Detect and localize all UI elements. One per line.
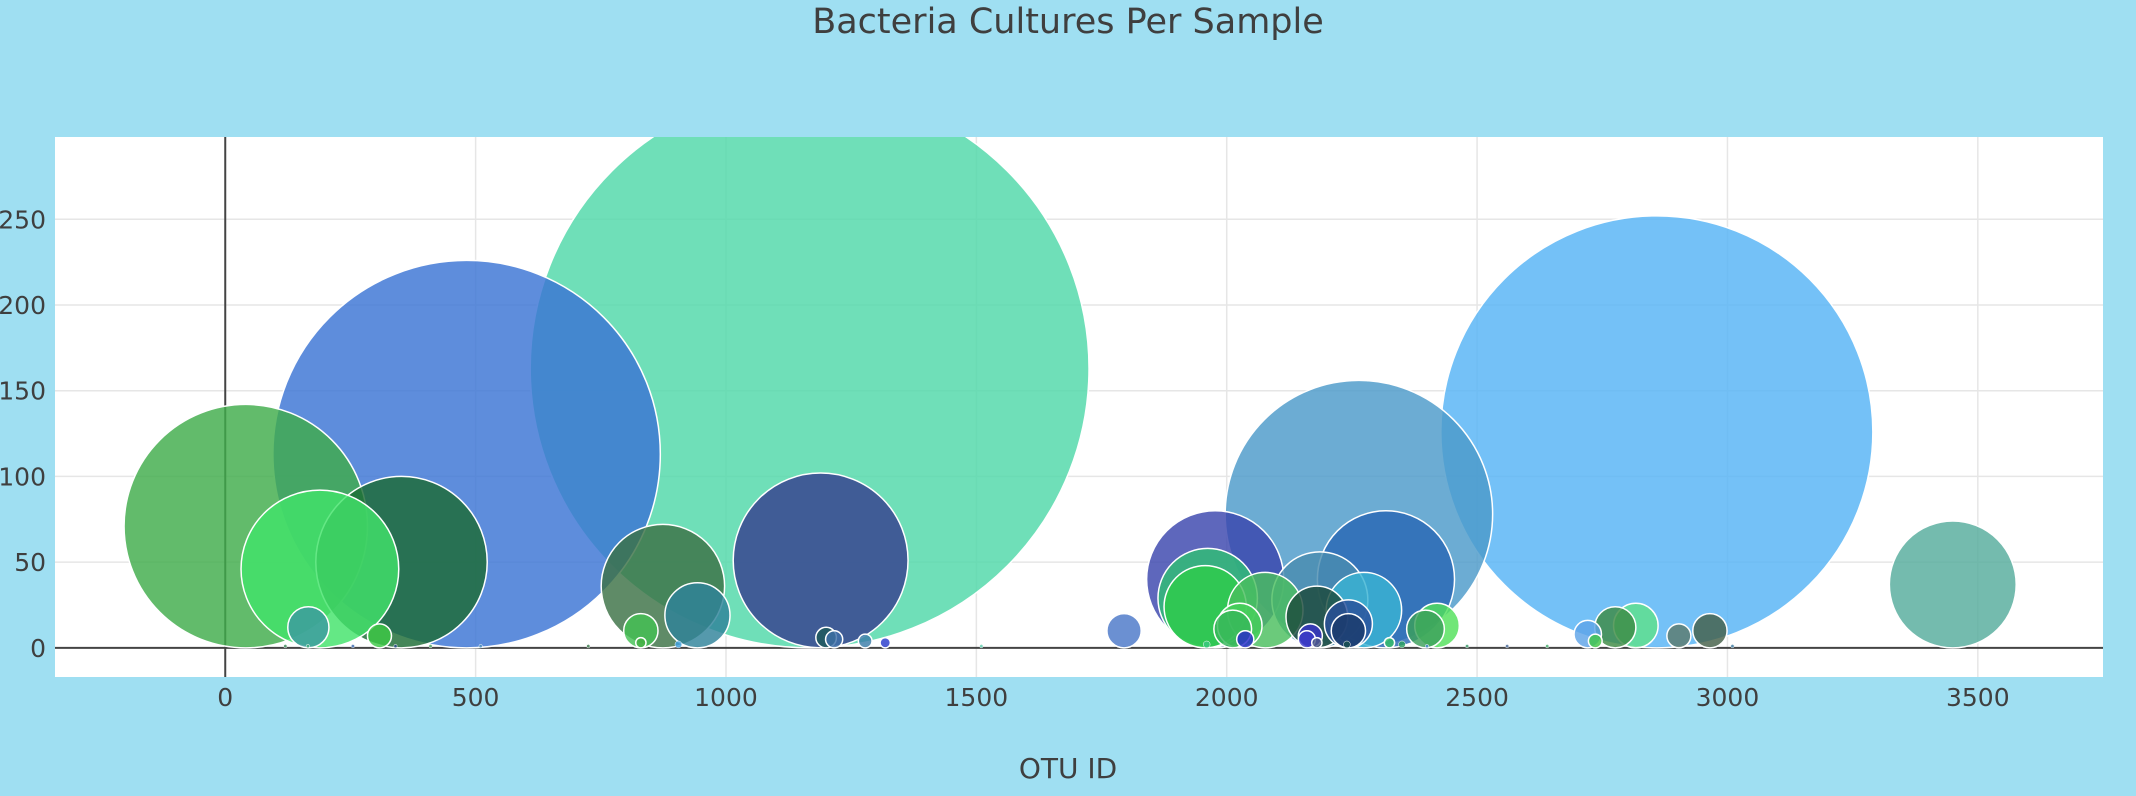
bubble-point (979, 644, 984, 649)
bubble-point (1310, 636, 1323, 649)
bubble-point (287, 605, 330, 649)
bubbles (123, 137, 2017, 649)
bubble-point (879, 636, 892, 649)
bubble-point (1383, 636, 1396, 649)
x-tick-label: 2500 (1445, 683, 1509, 712)
y-axis-ticks: 0 50 100 150 200 250 (0, 205, 46, 663)
x-tick-label: 3000 (1696, 683, 1760, 712)
bubble-point (1465, 644, 1470, 649)
bubble-point (732, 472, 909, 649)
bubble-point (1587, 633, 1603, 649)
bubble-point (664, 581, 731, 649)
bubble-point (1666, 623, 1692, 649)
y-tick-label: 50 (14, 548, 46, 577)
y-tick-label: 150 (0, 377, 46, 406)
bubble-point (634, 636, 647, 649)
bubble-point (350, 644, 355, 649)
bubble-point (1398, 640, 1406, 649)
bubble-point (1235, 629, 1255, 649)
x-tick-label: 500 (452, 683, 500, 712)
bubble-point (393, 644, 398, 649)
bubble-point (1692, 612, 1728, 649)
y-tick-label: 200 (0, 291, 46, 320)
bubble-point (305, 644, 310, 649)
bubble-point (1440, 215, 1874, 649)
bubble-point (1405, 609, 1446, 649)
bubble-point (1343, 640, 1351, 649)
x-axis-ticks: 0 500 1000 1500 2000 2500 3000 3500 (217, 683, 2009, 712)
bubble-point (1106, 612, 1142, 649)
bubble-point (1505, 644, 1510, 649)
bubble-point (1888, 520, 2017, 649)
bubble-point (478, 644, 483, 649)
bubble-point (1730, 644, 1735, 649)
x-axis-label: OTU ID (1018, 752, 1118, 785)
bubble-point (1545, 644, 1550, 649)
y-tick-label: 0 (30, 634, 46, 663)
x-tick-label: 1500 (945, 683, 1009, 712)
x-tick-label: 1000 (694, 683, 758, 712)
bubble-point (283, 644, 288, 649)
bubble-point (824, 629, 844, 649)
bubble-point (428, 644, 433, 649)
bubble-point (366, 623, 393, 649)
x-tick-label: 0 (217, 683, 233, 712)
bubble-point (857, 633, 873, 649)
x-tick-label: 3500 (1946, 683, 2010, 712)
bubble-point (586, 644, 591, 649)
bubble-point (1330, 612, 1367, 649)
bubble-point (674, 640, 683, 649)
bubble-point (240, 489, 400, 649)
x-tick-label: 2000 (1195, 683, 1259, 712)
bubble-point (1203, 640, 1211, 649)
y-tick-label: 250 (0, 205, 46, 234)
chart-title: Bacteria Cultures Per Sample (812, 2, 1324, 42)
y-tick-label: 100 (0, 462, 46, 491)
bubble-point (1425, 644, 1429, 649)
